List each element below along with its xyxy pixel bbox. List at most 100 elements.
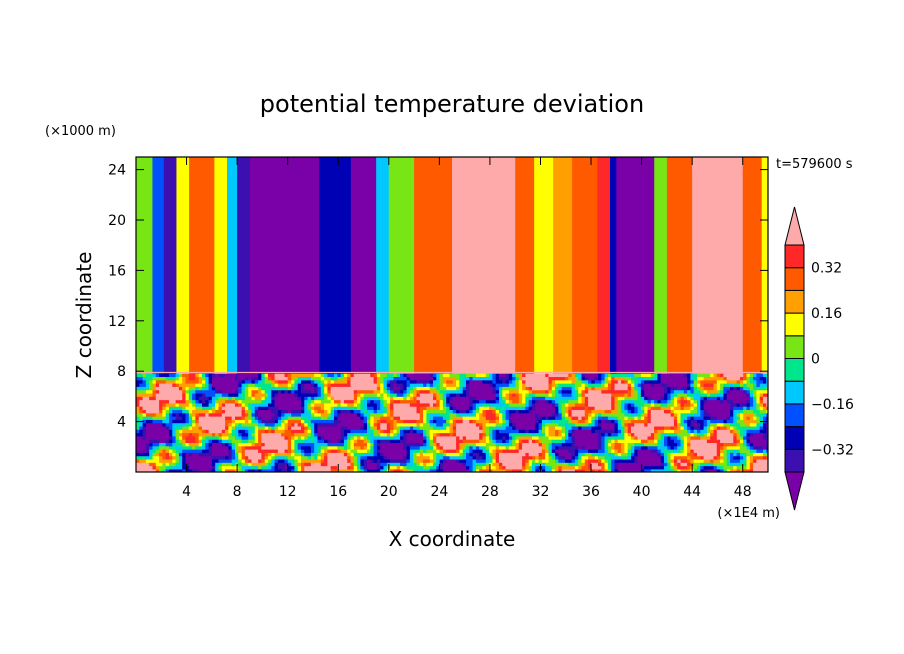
- turbulence-cell: [499, 433, 503, 437]
- turbulence-cell: [512, 452, 516, 457]
- turbulence-cell: [548, 413, 553, 418]
- turbulence-cell: [594, 449, 599, 454]
- turbulence-cell: [225, 423, 229, 427]
- turbulence-cell: [607, 413, 612, 418]
- turbulence-cell: [383, 413, 388, 418]
- turbulence-cell: [565, 466, 569, 470]
- turbulence-cell: [650, 423, 655, 427]
- turbulence-cell: [195, 400, 200, 404]
- turbulence-cell: [254, 456, 259, 460]
- turbulence-cell: [644, 462, 648, 467]
- turbulence-cell: [598, 400, 602, 404]
- turbulence-cell: [436, 429, 440, 434]
- turbulence-cell: [538, 406, 543, 411]
- turbulence-cell: [238, 377, 242, 381]
- turbulence-cell: [528, 390, 533, 394]
- turbulence-cell: [376, 386, 381, 391]
- turbulence-cell: [159, 403, 163, 408]
- turbulence-cell: [525, 393, 530, 398]
- turbulence-cell: [301, 390, 305, 394]
- turbulence-cell: [225, 446, 229, 451]
- turbulence-cell: [188, 459, 193, 464]
- turbulence-cell: [314, 383, 318, 388]
- turbulence-cell: [340, 377, 345, 381]
- turbulence-cell: [640, 426, 645, 431]
- turbulence-cell: [396, 390, 401, 394]
- turbulence-cell: [149, 383, 153, 388]
- turbulence-cell: [413, 393, 417, 398]
- turbulence-cell: [574, 416, 579, 421]
- turbulence-cell: [426, 433, 431, 437]
- turbulence-cell: [426, 423, 431, 427]
- turbulence-cell: [152, 393, 157, 398]
- turbulence-cell: [505, 410, 510, 414]
- turbulence-cell: [330, 373, 335, 378]
- turbulence-cell: [198, 383, 203, 388]
- turbulence-cell: [667, 416, 671, 421]
- turbulence-cell: [489, 403, 493, 408]
- turbulence-cell: [238, 390, 242, 394]
- turbulence-cell: [495, 456, 500, 460]
- turbulence-cell: [485, 393, 490, 398]
- turbulence-cell: [142, 439, 147, 444]
- turbulence-cell: [334, 456, 338, 460]
- turbulence-cell: [561, 413, 566, 418]
- turbulence-cell: [274, 443, 279, 447]
- turbulence-cell: [565, 377, 569, 381]
- turbulence-cell: [426, 439, 431, 444]
- turbulence-cell: [343, 377, 348, 381]
- turbulence-cell: [617, 426, 622, 431]
- turbulence-cell: [271, 410, 275, 414]
- turbulence-cell: [258, 459, 262, 464]
- turbulence-cell: [320, 449, 325, 454]
- turbulence-cell: [205, 436, 209, 441]
- turbulence-cell: [294, 403, 299, 408]
- turbulence-cell: [244, 413, 249, 418]
- turbulence-cell: [139, 393, 143, 398]
- turbulence-cell: [383, 436, 388, 441]
- turbulence-cell: [307, 429, 312, 434]
- turbulence-cell: [347, 403, 351, 408]
- turbulence-cell: [571, 452, 576, 457]
- turbulence-cell: [452, 419, 457, 424]
- turbulence-cell: [182, 436, 186, 441]
- turbulence-cell: [211, 393, 216, 398]
- turbulence-cell: [343, 456, 348, 460]
- turbulence-cell: [568, 466, 572, 470]
- turbulence-cell: [304, 380, 308, 385]
- turbulence-cell: [271, 456, 275, 460]
- turbulence-cell: [475, 390, 480, 394]
- turbulence-cell: [390, 390, 394, 394]
- turbulence-cell: [350, 396, 355, 401]
- turbulence-cell: [594, 436, 599, 441]
- turbulence-cell: [400, 393, 404, 398]
- turbulence-cell: [419, 406, 424, 411]
- turbulence-cell: [238, 429, 242, 434]
- turbulence-cell: [466, 439, 470, 444]
- turbulence-cell: [281, 383, 285, 388]
- turbulence-cell: [433, 456, 437, 460]
- turbulence-cell: [574, 400, 579, 404]
- turbulence-cell: [565, 439, 569, 444]
- turbulence-cell: [310, 390, 315, 394]
- turbulence-cell: [155, 396, 160, 401]
- turbulence-cell: [541, 400, 546, 404]
- turbulence-cell: [677, 383, 681, 388]
- turbulence-cell: [502, 419, 506, 424]
- turbulence-cell: [294, 406, 299, 411]
- turbulence-cell: [208, 406, 213, 411]
- turbulence-cell: [271, 466, 275, 470]
- turbulence-cell: [403, 436, 407, 441]
- turbulence-cell: [370, 393, 374, 398]
- turbulence-cell: [617, 396, 622, 401]
- turbulence-cell: [215, 400, 219, 404]
- turbulence-cell: [617, 400, 622, 404]
- turbulence-cell: [403, 413, 407, 418]
- turbulence-cell: [515, 433, 520, 437]
- turbulence-cell: [621, 443, 625, 447]
- turbulence-cell: [390, 469, 394, 472]
- turbulence-cell: [518, 469, 523, 472]
- turbulence-cell: [192, 452, 196, 457]
- turbulence-cell: [261, 416, 266, 421]
- turbulence-cell: [591, 386, 596, 391]
